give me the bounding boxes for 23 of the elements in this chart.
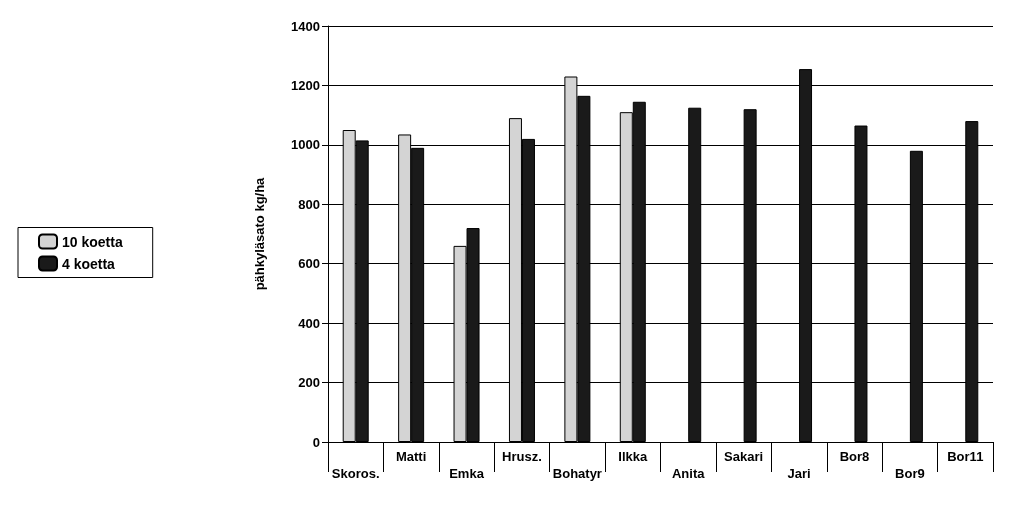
y-tick-label: 200: [298, 375, 320, 391]
x-tick-label: Bor8: [839, 449, 870, 464]
x-tick-label: Bohatyr: [552, 466, 602, 481]
y-tick-label: 1200: [291, 77, 320, 93]
y-tick-label: 600: [298, 256, 320, 272]
y-axis-title: pähkyläsato kg/ha: [252, 176, 267, 291]
x-tick-label: Hrusz.: [502, 449, 542, 464]
x-tick-label: Anita: [671, 466, 706, 481]
y-tick-label: 0: [312, 434, 320, 450]
x-tick-label: Bor11: [947, 449, 984, 464]
x-tick-label: Emka: [449, 466, 485, 481]
y-tick-label: 800: [298, 196, 320, 212]
x-tick-label: Sakari: [724, 449, 764, 464]
x-tick-label: Skoros.: [331, 466, 380, 481]
x-tick-label: Matti: [395, 449, 427, 464]
legend-label: 10 koetta: [62, 233, 123, 250]
y-tick-label: 400: [298, 315, 320, 331]
x-tick-label: Ilkka: [618, 449, 649, 464]
legend-label: 4 koetta: [62, 255, 116, 272]
y-tick-label: 1000: [291, 137, 320, 153]
x-tick-label: Bor9: [895, 466, 925, 481]
x-tick-label: Jari: [787, 466, 811, 481]
y-tick-label: 1400: [291, 18, 320, 34]
